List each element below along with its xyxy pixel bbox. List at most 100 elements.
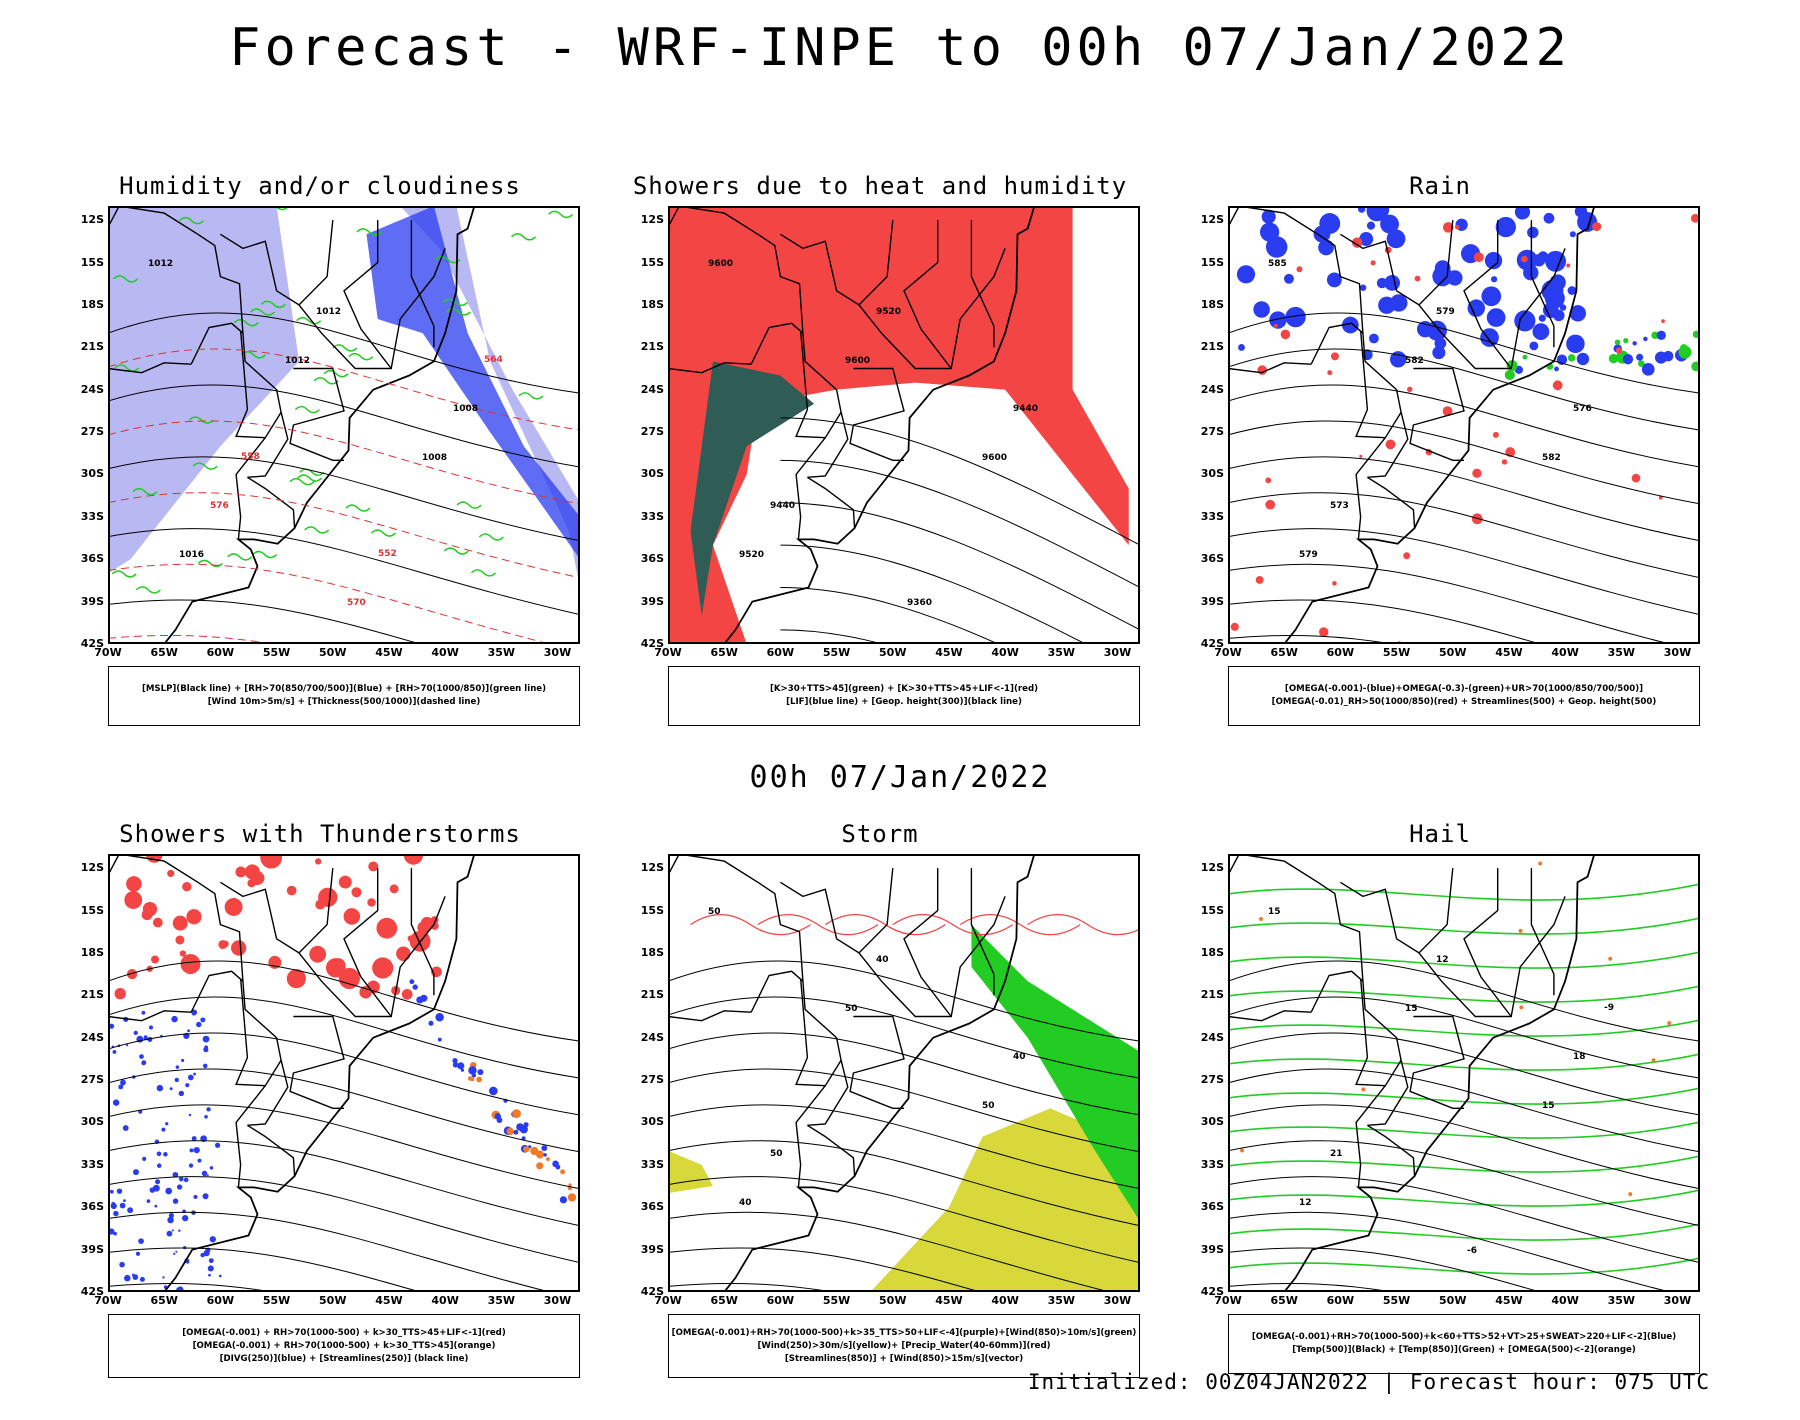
lat-tick-label: 39S	[60, 595, 104, 608]
lon-tick-label: 70W	[88, 646, 128, 659]
lat-tick-label: 15S	[60, 904, 104, 917]
contour-label: 579	[1299, 550, 1318, 560]
legend-line: [Wind 10m>5m/s] + [Thickness(500/1000)](…	[208, 696, 481, 709]
contour-label: 9600	[845, 356, 870, 366]
contour-label: 558	[241, 452, 260, 462]
lon-tick-label: 70W	[1208, 646, 1248, 659]
contour-label: 1016	[179, 550, 204, 560]
lon-tick-label: 70W	[1208, 1294, 1248, 1307]
lat-tick-label: 18S	[1180, 298, 1224, 311]
contour-label: 552	[378, 549, 397, 559]
lat-tick-label: 18S	[60, 298, 104, 311]
panel-legend: [K>30+TTS>45](green) + [K>30+TTS>45+LIF<…	[668, 666, 1140, 726]
lon-tick-label: 30W	[538, 646, 578, 659]
lat-tick-label: 15S	[620, 256, 664, 269]
lat-tick-label: 27S	[60, 425, 104, 438]
lon-tick-label: 65W	[1264, 646, 1304, 659]
lon-tick-label: 45W	[369, 1294, 409, 1307]
lat-tick-label: 12S	[620, 213, 664, 226]
lat-tick-label: 18S	[620, 946, 664, 959]
lat-tick-label: 12S	[60, 213, 104, 226]
legend-line: [Temp(500)](Black) + [Temp(850)](Green) …	[1292, 1344, 1636, 1357]
panel-title: Showers due to heat and humidity	[620, 172, 1140, 200]
panel-legend: [OMEGA(-0.001)-(blue)+OMEGA(-0.3)-(green…	[1228, 666, 1700, 726]
lat-tick-label: 36S	[1180, 1200, 1224, 1213]
lon-tick-label: 50W	[313, 1294, 353, 1307]
lat-tick-label: 21S	[1180, 988, 1224, 1001]
lat-tick-label: 39S	[1180, 1243, 1224, 1256]
lon-tick-label: 35W	[481, 646, 521, 659]
map-canvas: 585 582 582 579 579 576 573	[1228, 206, 1700, 644]
contour-label: 9440	[770, 501, 795, 511]
contour-label: 12	[1436, 955, 1449, 965]
lat-tick-label: 30S	[60, 467, 104, 480]
lon-tick-label: 55W	[257, 646, 297, 659]
lat-tick-label: 27S	[1180, 1073, 1224, 1086]
lat-tick-label: 24S	[1180, 383, 1224, 396]
lon-tick-label: 35W	[1041, 1294, 1081, 1307]
panel-title: Rain	[1180, 172, 1700, 200]
panel-title: Humidity and/or cloudiness	[60, 172, 580, 200]
panel-legend: [OMEGA(-0.001) + RH>70(1000-500) + k>30_…	[108, 1314, 580, 1378]
lat-tick-label: 36S	[620, 1200, 664, 1213]
map-canvas: 101210121008101610121008576570564558552	[108, 206, 580, 644]
contour-label: -9	[1604, 1003, 1614, 1013]
lat-tick-label: 33S	[60, 1158, 104, 1171]
contour-label: 1008	[422, 453, 447, 463]
lat-tick-label: 30S	[620, 1115, 664, 1128]
lat-tick-label: 15S	[1180, 256, 1224, 269]
map-humidity-cloudiness: 1012 1012 1008 1016 1012 1008 576 570 564 558 552	[108, 206, 580, 644]
legend-line: [OMEGA(-0.001)+RH>70(1000-500)+k>35_TTS>…	[672, 1327, 1137, 1340]
map-canvas: 50505040404050	[668, 854, 1140, 1292]
lat-tick-label: 21S	[1180, 340, 1224, 353]
contour-label: 15	[1542, 1101, 1555, 1111]
lon-tick-label: 30W	[1098, 646, 1138, 659]
lon-tick-label: 50W	[1433, 1294, 1473, 1307]
lon-tick-label: 45W	[1489, 646, 1529, 659]
lon-tick-label: 60W	[760, 1294, 800, 1307]
lat-tick-label: 36S	[620, 552, 664, 565]
lat-tick-label: 33S	[620, 510, 664, 523]
lat-tick-label: 21S	[60, 988, 104, 1001]
contour-label: 50	[845, 1004, 858, 1014]
lon-tick-label: 45W	[929, 646, 969, 659]
map-hail: 15 15 15 12 12 18 21 -6 -9	[1228, 854, 1700, 1292]
contour-label: 15	[1268, 907, 1281, 917]
lon-tick-label: 55W	[817, 1294, 857, 1307]
contour-label: 1008	[453, 404, 478, 414]
lon-tick-label: 35W	[1601, 1294, 1641, 1307]
lon-tick-label: 60W	[1320, 646, 1360, 659]
contour-label: 40	[876, 955, 889, 965]
lon-tick-label: 60W	[1320, 1294, 1360, 1307]
lat-tick-label: 39S	[1180, 595, 1224, 608]
lon-tick-label: 45W	[929, 1294, 969, 1307]
contour-label: 579	[1436, 307, 1455, 317]
lat-tick-label: 39S	[620, 1243, 664, 1256]
lat-tick-label: 30S	[620, 467, 664, 480]
contour-label: 12	[1299, 1198, 1312, 1208]
contour-label: -6	[1467, 1246, 1477, 1256]
lat-tick-label: 24S	[1180, 1031, 1224, 1044]
lon-tick-label: 65W	[1264, 1294, 1304, 1307]
panel-showers-thunderstorms: Showers with Thunderstorms [OMEGA(-0.001…	[60, 820, 620, 1420]
lat-tick-label: 12S	[1180, 861, 1224, 874]
contour-label: 582	[1405, 356, 1424, 366]
lon-tick-label: 30W	[1658, 646, 1698, 659]
lat-tick-label: 12S	[620, 861, 664, 874]
lon-tick-label: 30W	[1658, 1294, 1698, 1307]
map-rain: 585 582 582 579 579 576 573	[1228, 206, 1700, 644]
lon-tick-label: 40W	[1545, 646, 1585, 659]
lon-tick-label: 40W	[1545, 1294, 1585, 1307]
legend-line: [MSLP](Black line) + [RH>70(850/700/500)…	[142, 683, 546, 696]
lon-tick-label: 55W	[257, 1294, 297, 1307]
lon-tick-label: 45W	[369, 646, 409, 659]
legend-line: [DIVG(250)](blue) + [Streamlines(250)] (…	[220, 1353, 469, 1366]
map-showers-thunderstorms	[108, 854, 580, 1292]
lon-tick-label: 60W	[200, 646, 240, 659]
lat-tick-label: 24S	[60, 383, 104, 396]
lat-tick-label: 30S	[1180, 1115, 1224, 1128]
legend-line: [OMEGA(-0.001) + RH>70(1000-500) + k>30_…	[193, 1340, 496, 1353]
legend-line: [K>30+TTS>45](green) + [K>30+TTS>45+LIF<…	[770, 683, 1038, 696]
map-canvas: 15 15 15 12 12 18 21 -6 -9	[1228, 854, 1700, 1292]
lat-tick-label: 33S	[60, 510, 104, 523]
